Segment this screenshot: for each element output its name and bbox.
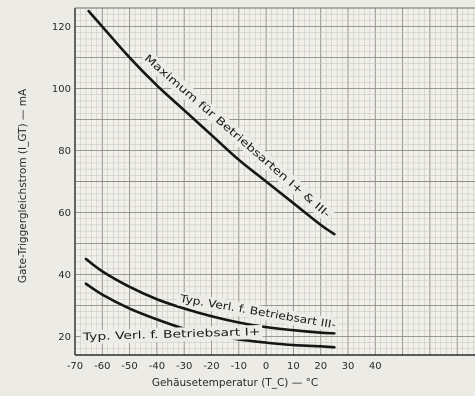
y-axis-label: Gate-Triggergleichstrom (I_GT) — mA [17, 88, 29, 283]
x-tick-label: -50 [121, 361, 137, 372]
series-label-typ-verl-f-betriebsart-i: Typ. Verl. f. Betriebsart I+ [81, 326, 260, 343]
x-tick-label: -70 [67, 361, 83, 372]
series-line-maximum-f-r-betriebsarten-i-iii [87, 9, 336, 236]
x-axis-label: Gehäusetemperatur (T_C) — °C [152, 377, 318, 389]
x-tick-label: -60 [94, 361, 110, 372]
ticks: 20 40 60 80 100 120 -70 -60 -50 -40 -30 -20 -10 0 10 20… [52, 22, 382, 372]
x-tick-label: 10 [287, 361, 300, 372]
x-tick-label: -30 [176, 361, 192, 372]
series-line-typ-verl-f-betriebsart-iii [84, 257, 336, 335]
series-label-background [176, 291, 339, 333]
series-label-background [80, 324, 263, 345]
x-tick-label: -10 [231, 361, 247, 372]
y-tick-label: 120 [52, 22, 71, 33]
y-tick-label: 20 [58, 332, 71, 343]
x-tick-label: 40 [369, 361, 382, 372]
y-tick-label: 60 [58, 208, 71, 219]
y-tick-label: 40 [58, 270, 71, 281]
series-label-background [139, 49, 335, 223]
x-tick-label: 30 [342, 361, 355, 372]
axes [74, 7, 475, 356]
x-tick-label: 20 [314, 361, 327, 372]
x-tick-label: -40 [149, 361, 165, 372]
x-tick-label: -20 [203, 361, 219, 372]
x-tick-label: 0 [263, 361, 269, 372]
series-label-group: Typ. Verl. f. Betriebsart I+ [80, 324, 263, 345]
y-tick-label: 100 [52, 84, 71, 95]
y-tick-label: 80 [58, 146, 71, 157]
